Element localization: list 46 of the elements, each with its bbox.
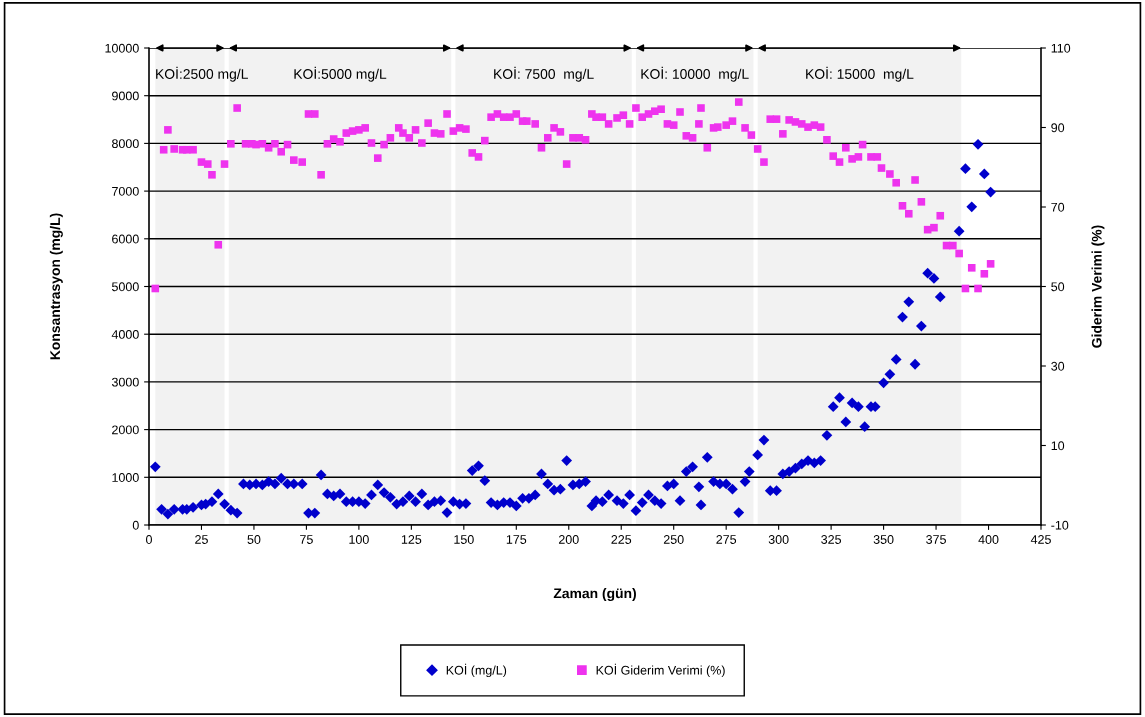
- x-tick-label: 100: [349, 535, 369, 544]
- band-label: KOİ: 15000 mg/L: [806, 66, 914, 82]
- x-tick-label: 350: [873, 535, 894, 544]
- y-tick-label: 10000: [105, 43, 139, 53]
- y-tick-label: 2000: [112, 425, 139, 435]
- y-tick-label: 1000: [112, 473, 139, 482]
- x-tick-label: 225: [611, 535, 632, 544]
- y-tick-label: 4000: [111, 330, 139, 339]
- x-axis-title: Zaman (gün): [553, 588, 636, 602]
- y2-axis-title: Giderim Verimi (%): [1091, 225, 1105, 348]
- y-tick-label: 0: [132, 520, 139, 530]
- y-axis-title: Konsantrasyon (mg/L): [49, 213, 63, 360]
- x-tick-label: 125: [401, 535, 422, 544]
- band-label: KOİ: 7500 mg/L: [494, 66, 594, 82]
- x-tick-label: 175: [506, 535, 527, 544]
- y-tick-label: 7000: [112, 186, 139, 196]
- legend-label: KOİ Giderim Verimi (%): [596, 663, 725, 678]
- x-tick-label: 150: [454, 535, 474, 544]
- y-tick-label: 8000: [112, 139, 139, 149]
- y2-tick-label: 10: [1051, 441, 1065, 451]
- x-tick-label: 250: [663, 535, 684, 544]
- x-tick-label: 400: [978, 535, 999, 544]
- y-tick-label: 3000: [111, 377, 139, 387]
- x-tick-label: 325: [821, 535, 842, 544]
- x-tick-label: 275: [716, 535, 737, 544]
- y-tick-label: 9000: [112, 91, 139, 101]
- band-label: KOİ: 10000 mg/L: [641, 66, 749, 82]
- y2-tick-label: -10: [1051, 520, 1069, 530]
- y2-tick-label: 30: [1051, 361, 1065, 371]
- x-tick-label: 50: [247, 535, 261, 544]
- y-tick-label: 6000: [112, 234, 139, 244]
- legend-label: KOİ (mg/L): [446, 663, 507, 678]
- band-label: KOİ:2500 mg/L: [156, 66, 248, 82]
- x-tick-label: 25: [195, 535, 208, 544]
- y2-tick-label: 50: [1051, 282, 1065, 292]
- band-label: KOİ:5000 mg/L: [294, 66, 387, 82]
- x-tick-label: 300: [768, 535, 789, 544]
- x-tick-label: 375: [926, 535, 946, 544]
- y2-tick-label: 110: [1051, 43, 1071, 53]
- x-tick-label: 75: [300, 535, 313, 544]
- y-tick-label: 5000: [111, 282, 139, 292]
- x-tick-label: 200: [558, 535, 579, 544]
- y2-tick-label: 70: [1051, 202, 1065, 212]
- x-tick-label: 0: [146, 535, 152, 544]
- y2-tick-label: 90: [1051, 123, 1065, 133]
- x-tick-label: 425: [1030, 535, 1051, 544]
